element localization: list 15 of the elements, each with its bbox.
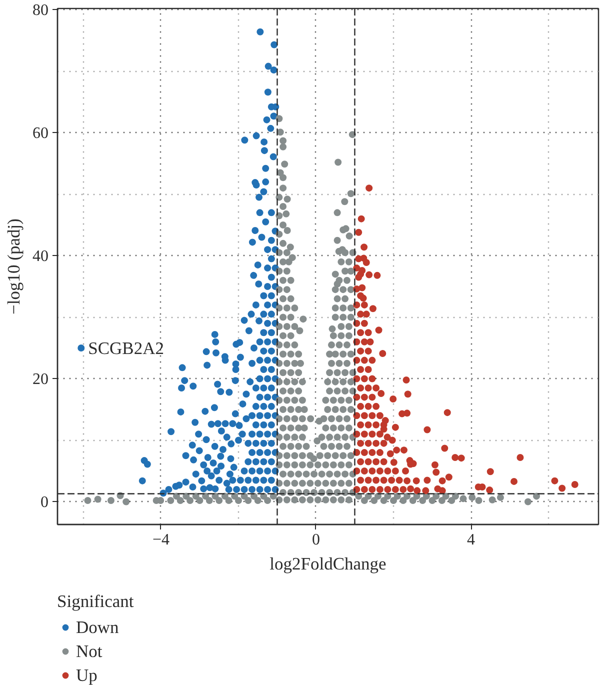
x-tick-label: −4: [152, 532, 170, 548]
legend-label: Down: [76, 616, 119, 638]
y-tick-label: 0: [40, 494, 48, 512]
y-tick-label: 80: [32, 2, 48, 20]
x-axis-title: log2FoldChange: [270, 554, 387, 574]
annotation: SCGB2A2: [88, 338, 164, 358]
legend-title: Significant: [57, 591, 134, 612]
legend-label: Up: [76, 664, 98, 685]
y-tick-label: 40: [32, 248, 48, 266]
y-axis-title: −log10 (padj): [4, 218, 24, 314]
x-tick-label: 0: [312, 532, 320, 548]
y-tick-label: 20: [32, 371, 48, 388]
legend-label: Not: [76, 640, 102, 662]
x-tick-label: 4: [467, 532, 475, 548]
y-tick-label: 60: [32, 125, 48, 142]
